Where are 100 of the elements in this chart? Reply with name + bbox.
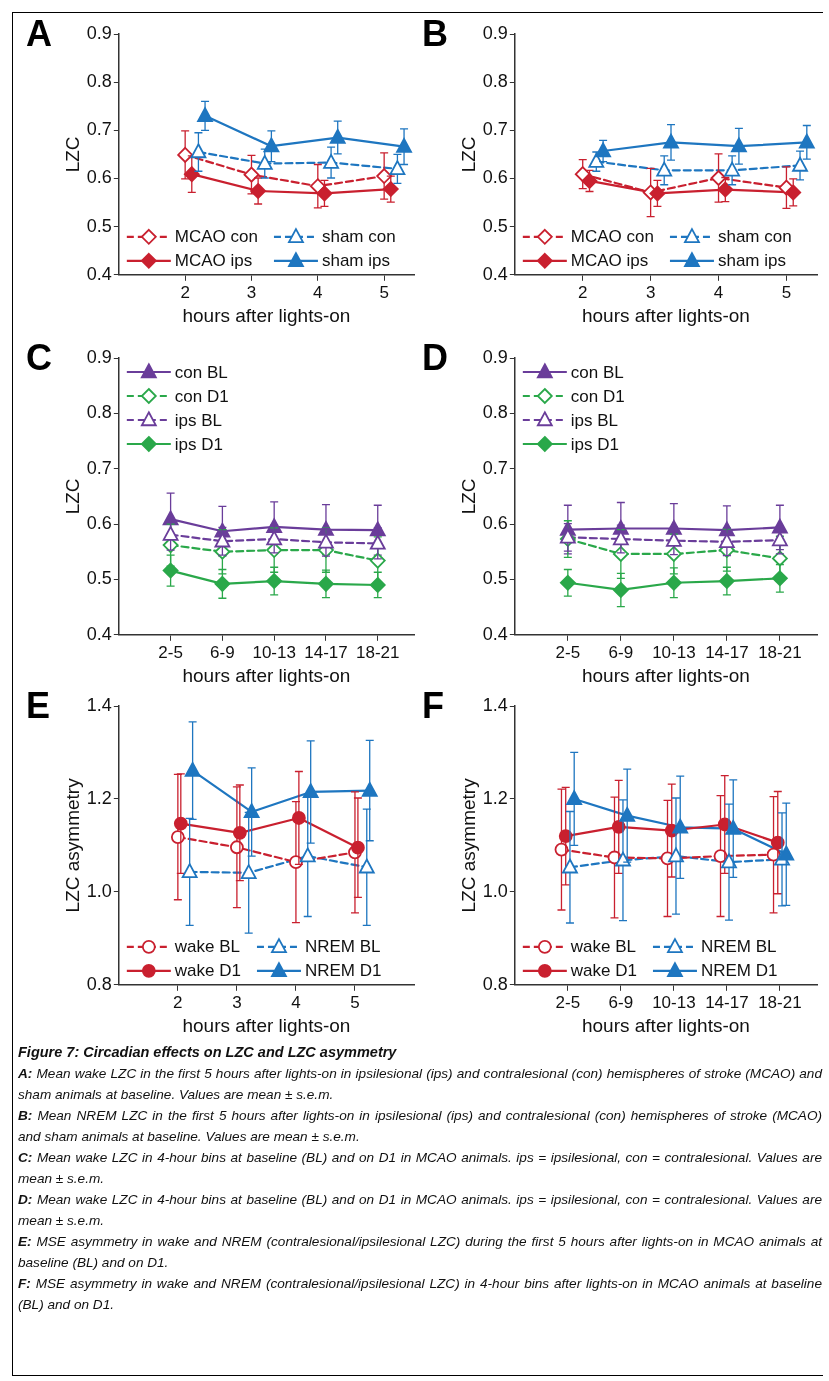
y-axis-title: LZC asymmetry: [457, 777, 479, 913]
y-tick-label: 0.6: [482, 513, 508, 534]
x-tick-label: 5: [379, 282, 389, 302]
legend-label: wake D1: [569, 961, 637, 981]
x-axis-title: hours after lights-on: [182, 1014, 351, 1036]
x-tick-label: 14-17: [705, 642, 749, 662]
y-tick-label: 0.7: [482, 457, 508, 478]
legend-label: sham ips: [717, 251, 786, 271]
text: E: MSE asymmetry in wake and NREM (contralesional/ipsilesional LZC) during the first 5 hours after lights-on in MCAO animals at baseline (BL) and on D1.: [18, 1233, 822, 1272]
x-axis-title: hours after lights-on: [182, 664, 351, 686]
y-tick-label: 0.9: [86, 22, 112, 43]
x-tick-label: 14-17: [705, 992, 749, 1012]
x-tick-label: 6-9: [608, 992, 634, 1012]
legend-label: con BL: [570, 362, 624, 382]
y-tick-label: 0.8: [86, 973, 112, 994]
y-tick-label: 0.9: [482, 22, 508, 43]
y-tick-label: 1.0: [482, 880, 508, 901]
y-tick-label: 0.8: [482, 402, 508, 423]
chart-title: F: [422, 684, 444, 726]
y-tick-label: 0.8: [482, 71, 508, 92]
y-tick-label: 0.6: [86, 167, 112, 188]
text: A: Mean wake LZC in the first 5 hours after lights-on in ipsilesional (ips) and contralesional (con) hemispheres of stroke (MCAO) and sham animals at baseline. Values are mean ± s.e.m.: [18, 1065, 822, 1104]
x-tick-label: 2: [577, 282, 588, 302]
x-tick-label: 4: [713, 282, 724, 302]
y-tick-label: 0.4: [482, 263, 508, 284]
legend-label: ips D1: [174, 434, 224, 454]
legend-label: con D1: [174, 386, 229, 406]
legend-label: MCAO ips: [570, 251, 649, 271]
x-axis-title: hours after lights-on: [581, 664, 750, 686]
chart-title: D: [422, 336, 448, 378]
legend-label: sham con: [321, 227, 396, 247]
legend-label: con D1: [570, 386, 625, 406]
legend-label: NREM D1: [700, 961, 778, 981]
y-tick-label: 0.6: [86, 513, 112, 534]
y-tick-label: 1.0: [86, 880, 112, 901]
y-tick-label: 0.8: [86, 71, 112, 92]
y-tick-label: 0.5: [482, 215, 508, 236]
y-tick-label: 0.4: [482, 623, 508, 644]
x-tick-label: 18-21: [356, 642, 400, 662]
x-tick-label: 3: [232, 992, 242, 1012]
x-tick-label: 10-13: [652, 992, 696, 1012]
y-tick-label: 0.7: [86, 119, 112, 140]
x-axis-title: hours after lights-on: [581, 304, 750, 326]
x-tick-label: 14-17: [304, 642, 348, 662]
x-tick-label: 2-5: [555, 992, 581, 1012]
chart-title: A: [26, 12, 52, 54]
y-tick-label: 0.4: [86, 263, 112, 284]
chart-title: E: [26, 684, 51, 726]
legend-label: con BL: [174, 362, 228, 382]
y-tick-label: 0.9: [86, 346, 112, 367]
y-tick-label: 1.2: [482, 787, 508, 808]
x-axis-title: hours after lights-on: [581, 1014, 750, 1036]
legend-label: MCAO ips: [174, 251, 253, 271]
x-tick-label: 10-13: [252, 642, 296, 662]
x-tick-label: 3: [246, 282, 257, 302]
legend-label: NREM BL: [700, 937, 777, 957]
y-tick-label: 0.5: [482, 568, 508, 589]
x-tick-label: 2-5: [158, 642, 183, 662]
y-axis-title: LZC: [457, 478, 479, 515]
legend-label: sham ips: [321, 251, 390, 271]
x-tick-label: 6-9: [608, 642, 634, 662]
y-tick-label: 0.7: [86, 457, 112, 478]
legend-label: ips D1: [570, 434, 620, 454]
chart-title: C: [26, 336, 52, 378]
y-axis-title: LZC: [61, 136, 83, 173]
legend-label: wake BL: [569, 937, 637, 957]
y-tick-label: 1.2: [86, 787, 112, 808]
y-tick-label: 0.6: [482, 167, 508, 188]
y-tick-label: 0.7: [482, 119, 508, 140]
y-tick-label: 0.5: [86, 215, 112, 236]
legend-label: MCAO con: [570, 227, 654, 247]
x-tick-label: 3: [645, 282, 656, 302]
legend-label: wake BL: [173, 937, 241, 957]
text: D: Mean wake LZC in 4-hour bins at baseline (BL) and on D1 in MCAO animals. ips = ipsilesional, con = contralesional. Values are mean ± s.e.m.: [18, 1191, 822, 1230]
x-tick-label: 2: [173, 992, 183, 1012]
x-tick-label: 6-9: [210, 642, 235, 662]
y-axis-title: LZC: [61, 478, 83, 515]
legend-label: ips BL: [570, 410, 619, 430]
y-axis-title: LZC asymmetry: [61, 777, 83, 913]
y-tick-label: 0.9: [482, 346, 508, 367]
y-tick-label: 1.4: [86, 694, 112, 715]
y-tick-label: 0.8: [482, 973, 508, 994]
x-tick-label: 18-21: [758, 992, 802, 1012]
legend-label: MCAO con: [174, 227, 258, 247]
chart-title: B: [422, 12, 448, 54]
text: C: Mean wake LZC in 4-hour bins at baseline (BL) and on D1 in MCAO animals. ips = ipsilesional, con = contralesional. Values are mean ± s.e.m.: [18, 1149, 822, 1188]
y-tick-label: 0.8: [86, 402, 112, 423]
text: B: Mean NREM LZC in the first 5 hours after lights-on in ipsilesional (ips) and contralesional (con) hemispheres of stroke (MCAO) and sham animals at baseline. Values are mean ± s.e.m.: [18, 1107, 822, 1146]
legend-label: NREM D1: [304, 961, 382, 981]
x-tick-label: 2-5: [555, 642, 581, 662]
text: Figure 7: Circadian effects on LZC and LZC asymmetry: [18, 1043, 398, 1062]
x-tick-label: 4: [291, 992, 301, 1012]
y-tick-label: 0.4: [86, 623, 112, 644]
x-tick-label: 4: [313, 282, 323, 302]
legend-label: wake D1: [173, 961, 241, 981]
x-tick-label: 18-21: [758, 642, 802, 662]
x-tick-label: 10-13: [652, 642, 696, 662]
y-tick-label: 1.4: [482, 694, 508, 715]
text: F: MSE asymmetry in wake and NREM (contralesional/ipsilesional LZC) in 4-hour bins after lights-on in MCAO animals at baseline (BL) and on D1.: [18, 1275, 822, 1314]
legend-label: ips BL: [174, 410, 223, 430]
